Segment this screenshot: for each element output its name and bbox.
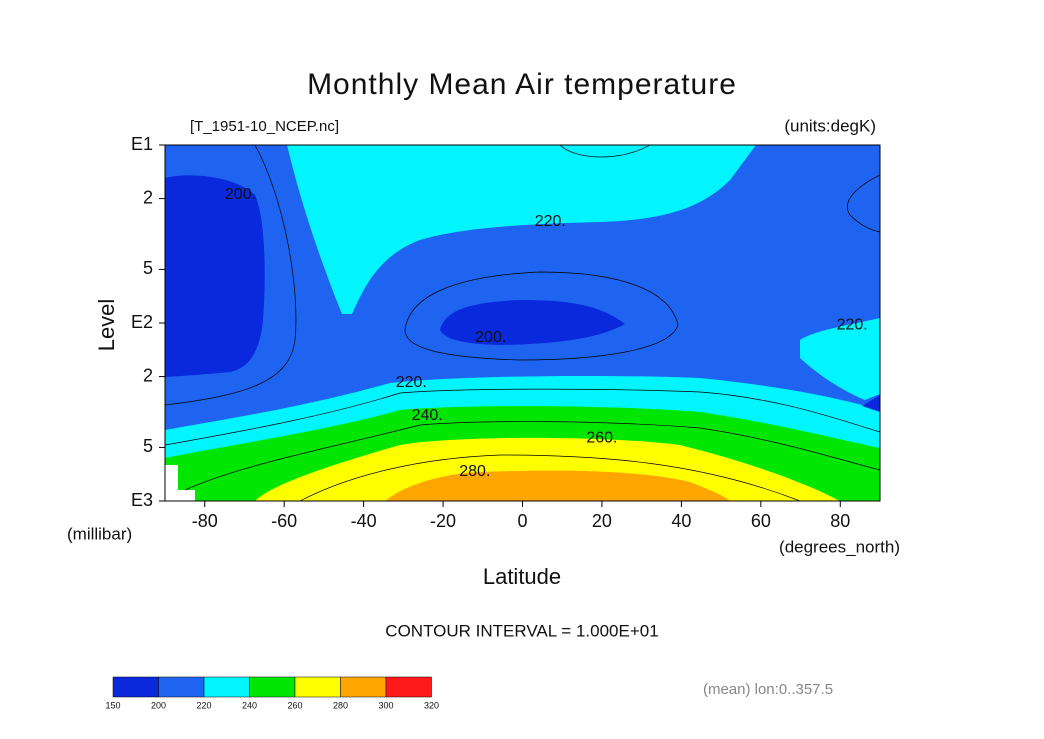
x-axis-label: Latitude (483, 564, 561, 589)
colorbar-label: 280 (333, 700, 348, 710)
colorbar-label: 260 (287, 700, 302, 710)
chart-title: Monthly Mean Air temperature (307, 68, 737, 101)
contour-label: 200. (475, 329, 506, 346)
x-tick-label: 80 (830, 511, 850, 531)
colorbar-label: 240 (242, 700, 257, 710)
contour-label: 240. (412, 407, 443, 424)
colorbar-label: 320 (424, 700, 439, 710)
contour-band (440, 300, 625, 345)
colorbar-label: 150 (105, 700, 120, 710)
colorbar-swatch (249, 676, 296, 698)
colorbar-swatch (112, 676, 159, 698)
y-axis-label: Level (94, 299, 119, 352)
file-label: [T_1951-10_NCEP.nc] (190, 118, 339, 135)
colorbar-swatch (158, 676, 205, 698)
contour-label: 220. (837, 317, 868, 334)
y-tick-label: 2 (143, 365, 153, 385)
contour-label: 220. (535, 213, 566, 230)
x-tick-label: 60 (751, 511, 771, 531)
contour-band (800, 318, 880, 400)
colorbar-label: 220 (196, 700, 211, 710)
x-tick-label: -60 (271, 511, 297, 531)
contour-line (847, 174, 880, 233)
contour-label: 220. (396, 374, 427, 391)
y-tick-label: 5 (143, 258, 153, 278)
colorbar-swatch (203, 676, 250, 698)
colorbar-label: 200 (151, 700, 166, 710)
contour-label: 200. (225, 186, 256, 203)
contour-line (184, 421, 880, 491)
y-tick-label: E3 (131, 490, 153, 510)
x-tick-label: 20 (592, 511, 612, 531)
contour-line (165, 145, 297, 406)
colorbar-swatch (340, 676, 387, 698)
colorbar-label: 300 (378, 700, 393, 710)
y-tick-label: E1 (131, 134, 153, 154)
x-tick-label: -80 (192, 511, 218, 531)
contour-label: 260. (586, 429, 617, 446)
contour-band (385, 470, 730, 501)
x-tick-label: -20 (430, 511, 456, 531)
y-tick-label: 5 (143, 436, 153, 456)
contour-line (165, 388, 880, 446)
x-tick-label: 40 (671, 511, 691, 531)
contour-label: 280. (459, 463, 490, 480)
y-tick-label: 2 (143, 187, 153, 207)
missing-data (165, 465, 195, 501)
units-label: (units:degK) (784, 116, 876, 135)
mean-label: (mean) lon:0..357.5 (703, 681, 833, 698)
contour-interval: CONTOUR INTERVAL = 1.000E+01 (385, 621, 658, 640)
x-tick-label: 0 (517, 511, 527, 531)
y-unit-label: (millibar) (67, 524, 132, 543)
colorbar-swatch (294, 676, 341, 698)
y-tick-label: E2 (131, 312, 153, 332)
contour-band (862, 395, 880, 412)
overlay: -80 -60 -40 -20 0 20 40 60 80 E1 2 5 E2 2 5 E3 200. 220. 2… (105, 134, 867, 711)
x-tick-label: -40 (351, 511, 377, 531)
x-unit-label: (degrees_north) (779, 537, 900, 556)
contour-field (165, 145, 880, 501)
contour-line (559, 145, 651, 158)
contour-band (287, 145, 756, 314)
contour-line (299, 454, 801, 501)
contour-line (404, 271, 679, 361)
colorbar-swatch (385, 676, 432, 698)
contour-band (165, 175, 265, 377)
